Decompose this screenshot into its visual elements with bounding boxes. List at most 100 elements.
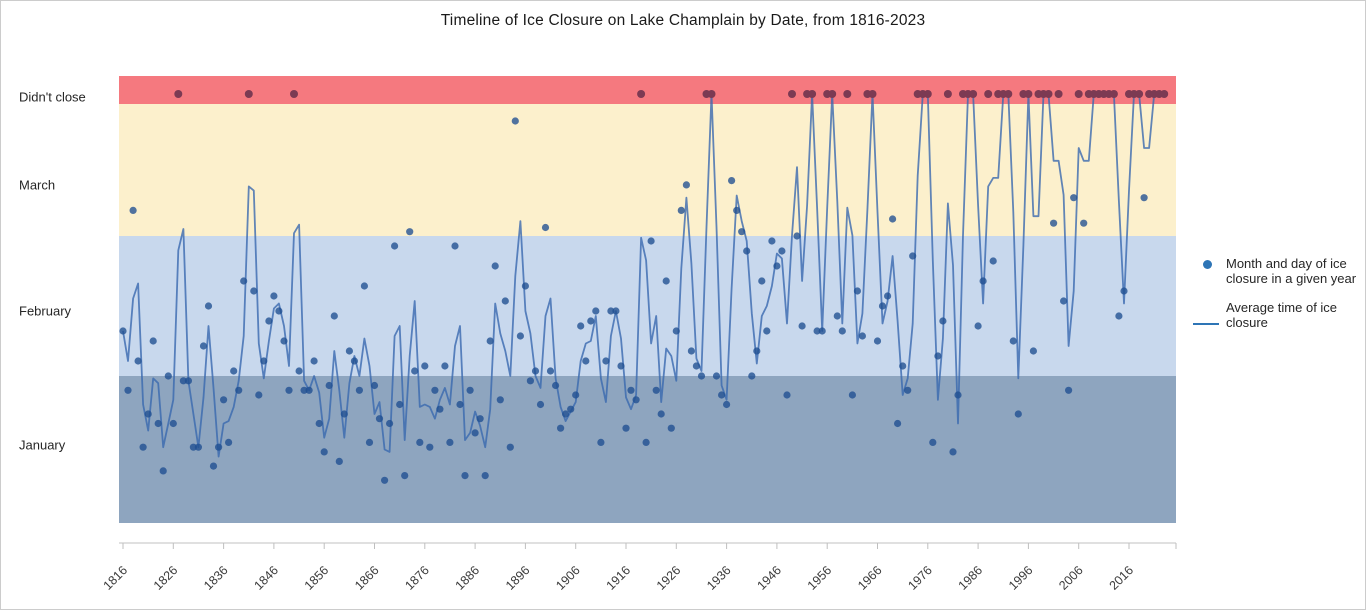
didnt-close-dot (828, 90, 837, 98)
closure-dot (552, 381, 560, 390)
closure-dot (204, 302, 213, 310)
closure-dot (718, 391, 726, 399)
closure-dot (416, 438, 424, 446)
band-march (119, 104, 1176, 236)
closure-dot (697, 372, 706, 380)
closure-dot (848, 391, 857, 399)
closure-dot (627, 386, 635, 394)
closure-dot (1029, 347, 1037, 355)
closure-dot (818, 327, 826, 335)
average-closure-line (122, 93, 1165, 458)
closure-dot (763, 327, 771, 335)
closure-dot (889, 215, 897, 223)
closure-dot (833, 312, 841, 320)
closure-dot (531, 367, 540, 375)
closure-dot (471, 429, 479, 437)
closure-dot (602, 357, 610, 365)
line-marker-icon (1193, 323, 1219, 325)
didnt-close-dot (1135, 90, 1144, 98)
didnt-close-dot (707, 90, 716, 98)
closure-dot (511, 117, 519, 125)
y-axis-label-march: March (19, 177, 56, 193)
closure-dot (712, 372, 721, 380)
closure-dot (169, 419, 177, 428)
closure-dot (481, 472, 489, 480)
closure-dot (617, 362, 625, 370)
closure-dot (240, 277, 248, 285)
x-axis-tick-label: 1836 (201, 563, 231, 593)
closure-dot (949, 448, 957, 456)
closure-dot (310, 357, 318, 365)
closure-dot (954, 391, 962, 399)
closure-dot (154, 419, 162, 428)
x-axis-tick-label: 1886 (453, 563, 483, 593)
closure-dot (315, 419, 323, 428)
closure-dot (406, 228, 414, 236)
closure-dot (230, 367, 238, 375)
closure-dot (541, 223, 550, 232)
closure-dot (370, 381, 379, 390)
closure-dot (572, 391, 580, 399)
closure-dot (325, 381, 333, 390)
closure-dot (652, 386, 660, 394)
closure-dot (622, 424, 630, 432)
closure-dot (360, 282, 368, 290)
didnt-close-dot (637, 90, 646, 98)
closure-dot (391, 242, 399, 250)
closure-dot (567, 405, 575, 413)
didnt-close-dot (1024, 90, 1033, 98)
closure-dot (516, 332, 525, 340)
closure-dot (355, 386, 363, 394)
closure-dot (350, 357, 358, 365)
closure-dot (989, 257, 997, 265)
closure-dot (139, 443, 147, 451)
closure-dot (124, 386, 132, 394)
closure-dot (577, 322, 585, 330)
closure-dot (672, 327, 680, 335)
x-axis-tick-label: 1826 (151, 563, 181, 593)
closure-dot (446, 438, 454, 446)
closure-dot (305, 386, 313, 394)
closure-dot (677, 206, 685, 214)
x-axis-tick-label: 1846 (251, 563, 281, 593)
band-january (119, 376, 1176, 523)
x-axis-tick-label: 1816 (101, 563, 131, 593)
closure-dot (199, 342, 208, 350)
closure-dot (375, 415, 384, 423)
closure-dot (773, 262, 781, 270)
didnt-close-dot (984, 90, 993, 98)
closure-dot (582, 357, 590, 365)
closure-dot (1065, 386, 1073, 394)
closure-dot (929, 438, 937, 446)
closure-dot (436, 405, 444, 413)
y-axis-label-didnt-close: Didn't close (19, 89, 86, 105)
didnt-close-dot (1004, 90, 1013, 98)
closure-dot (587, 317, 595, 325)
closure-dot (320, 448, 328, 456)
closure-dot (215, 443, 223, 451)
closure-dot (501, 297, 509, 305)
closure-dot (129, 206, 137, 214)
closure-dot (526, 377, 535, 385)
closure-dot (813, 327, 821, 335)
band-february (119, 236, 1176, 376)
closure-dot (899, 362, 907, 370)
closure-dot (738, 228, 746, 236)
closure-dot (1120, 287, 1128, 295)
closure-dot (748, 372, 756, 380)
closure-dot (285, 386, 293, 394)
closure-dot (496, 396, 504, 404)
closure-dot (184, 377, 192, 385)
x-axis-tick-label: 1896 (503, 563, 533, 593)
y-axis-label-february: February (19, 303, 72, 319)
closure-dot (340, 410, 348, 418)
closure-dot (260, 357, 268, 365)
closure-dot (1140, 194, 1148, 202)
x-axis-tick-label: 1956 (805, 563, 835, 593)
closure-dot (647, 237, 655, 245)
closure-dot (466, 386, 474, 394)
closure-dot (853, 287, 862, 295)
closure-dot (411, 367, 419, 375)
closure-dot (597, 438, 605, 446)
